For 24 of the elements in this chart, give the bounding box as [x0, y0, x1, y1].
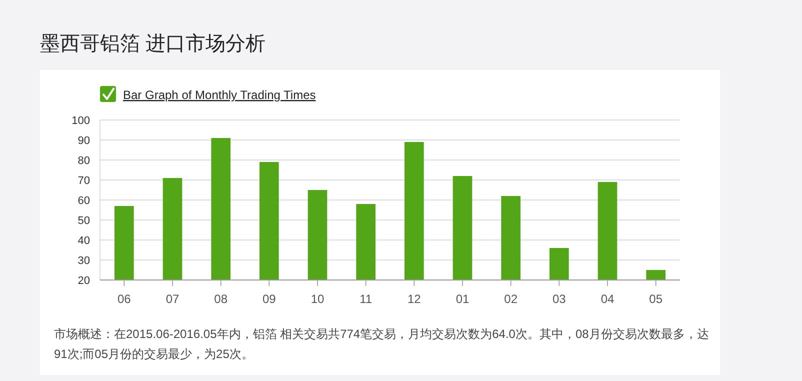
x-tick-label: 02	[504, 292, 518, 306]
y-tick-label: 50	[78, 215, 90, 227]
y-tick-label: 80	[78, 155, 90, 167]
y-tick-label: 100	[72, 115, 90, 127]
x-tick-label: 03	[552, 292, 566, 306]
chart-title: 墨西哥铝箔 进口市场分析	[40, 32, 266, 57]
x-tick-label: 11	[360, 292, 372, 306]
x-tick-label: 07	[166, 292, 180, 306]
y-tick-label: 40	[78, 235, 90, 247]
y-tick-label: 90	[78, 135, 90, 147]
y-tick-label: 60	[78, 195, 90, 207]
text: 市场概述：在2015.06-2016.05年内，铝箔 相关交易共774笔交易，月均交易次数为64.0次。其中，08月份交易次数最多，达91次;而05月份的交易最少，为25次。	[54, 326, 710, 363]
x-tick-label: 08	[214, 292, 228, 306]
x-tick-label: 09	[262, 292, 276, 306]
y-tick-label: 20	[78, 275, 90, 287]
x-tick-label: 01	[456, 292, 470, 306]
x-tick-label: 05	[649, 292, 663, 306]
x-tick-label: 06	[117, 292, 132, 306]
y-tick-label: 30	[78, 255, 90, 267]
legend-label: Bar Graph of Monthly Trading Times	[123, 88, 316, 102]
x-tick-label: 10	[310, 292, 324, 306]
x-tick-label: 12	[407, 292, 422, 306]
y-tick-label: 70	[78, 175, 90, 187]
x-tick-label: 04	[600, 292, 614, 306]
